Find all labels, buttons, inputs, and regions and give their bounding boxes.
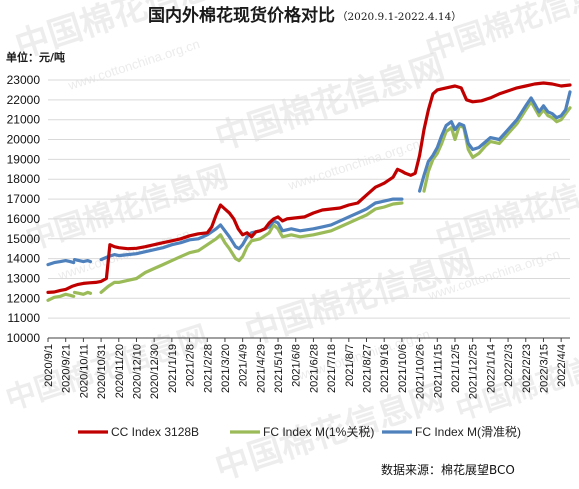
x-tick-label: 2021/6/28: [308, 344, 320, 393]
legend-label: FC Index M(滑准税): [415, 425, 521, 439]
x-tick-label: 2020/9/1: [43, 344, 55, 387]
x-tick-label: 2021/9/16: [379, 344, 391, 393]
y-axis-ticks: 10000 11000 12000 13000 14000 15000 16000 17000…: [7, 73, 41, 345]
y-tick-label: 21000: [7, 113, 41, 127]
y-tick-label: 17000: [7, 192, 41, 206]
chart-date-range: （2020.9.1-2022.4.14）: [337, 11, 462, 23]
x-tick-label: 2020/10/31: [96, 344, 108, 399]
x-tick-label: 2021/5/19: [273, 344, 285, 393]
watermark-text: 中国棉花信息网: [432, 159, 579, 257]
y-tick-label: 23000: [7, 73, 41, 87]
x-tick-label: 2022/1/14: [485, 344, 497, 393]
y-tick-label: 18000: [7, 172, 41, 186]
unit-label: 单位：元/吨: [6, 50, 65, 64]
x-tick-label: 2021/7/18: [326, 344, 338, 393]
x-tick-label: 2021/10/26: [415, 344, 427, 399]
y-tick-label: 15000: [7, 232, 41, 246]
x-tick-label: 2022/2/23: [521, 344, 533, 393]
chart-title: 国内外棉花现货价格对比: [148, 5, 335, 26]
series-line-0: [46, 81, 572, 294]
x-tick-label: 2020/11/20: [114, 344, 126, 398]
x-tick-label: 2020/10/11: [78, 344, 90, 398]
x-tick-label: 2021/4/29: [255, 344, 267, 393]
x-tick-label: 2022/3/15: [538, 344, 550, 393]
x-tick-label: 2021/2/28: [202, 344, 214, 393]
y-tick-label: 13000: [7, 271, 41, 285]
x-axis-ticks: 2020/9/1 2020/9/21 2020/10/11 2020/10/31 202…: [43, 338, 568, 399]
x-tick-label: 2022/4/4: [556, 344, 568, 387]
legend-label: CC Index 3128B: [111, 425, 199, 439]
y-tick-label: 20000: [7, 133, 41, 147]
x-tick-label: 2021/2/8: [185, 344, 197, 387]
x-tick-label: 2022/2/3: [503, 344, 515, 387]
y-tick-label: 11000: [8, 311, 41, 325]
series-line-1: [46, 100, 572, 302]
legend: CC Index 3128B FC Index M(1%关税) FC Index M…: [78, 425, 521, 439]
y-tick-label: 12000: [7, 291, 41, 305]
x-tick-label: 2020/12/30: [149, 344, 161, 399]
y-tick-label: 19000: [7, 152, 41, 166]
x-tick-label: 2020/12/10: [131, 344, 143, 399]
x-tick-label: 2021/10/6: [397, 344, 409, 393]
x-tick-label: 2021/3/20: [220, 344, 232, 393]
watermark-url: www.cottonchina.org.cn: [285, 136, 421, 193]
y-tick-label: 16000: [7, 212, 41, 226]
y-tick-label: 10000: [7, 331, 41, 345]
y-tick-label: 14000: [7, 252, 41, 266]
x-tick-label: 2021/8/7: [344, 344, 356, 387]
x-tick-label: 2020/9/21: [61, 344, 73, 393]
x-tick-label: 2021/6/8: [291, 344, 303, 387]
data-source: 数据来源：棉花展望BCO: [381, 462, 515, 477]
legend-label: FC Index M(1%关税): [263, 425, 374, 439]
x-tick-label: 2021/1/19: [167, 344, 179, 393]
x-tick-label: 2021/8/27: [362, 344, 374, 393]
x-tick-label: 2021/4/9: [238, 344, 250, 387]
series-lines: [46, 81, 572, 302]
watermark-text: 中国棉花信息网: [22, 159, 233, 257]
x-tick-label: 2021/12/5: [450, 344, 462, 393]
series-line-2: [46, 90, 572, 267]
x-tick-label: 2021/11/15: [432, 344, 444, 398]
x-tick-label: 2021/12/25: [468, 344, 480, 399]
y-tick-label: 22000: [7, 93, 41, 107]
